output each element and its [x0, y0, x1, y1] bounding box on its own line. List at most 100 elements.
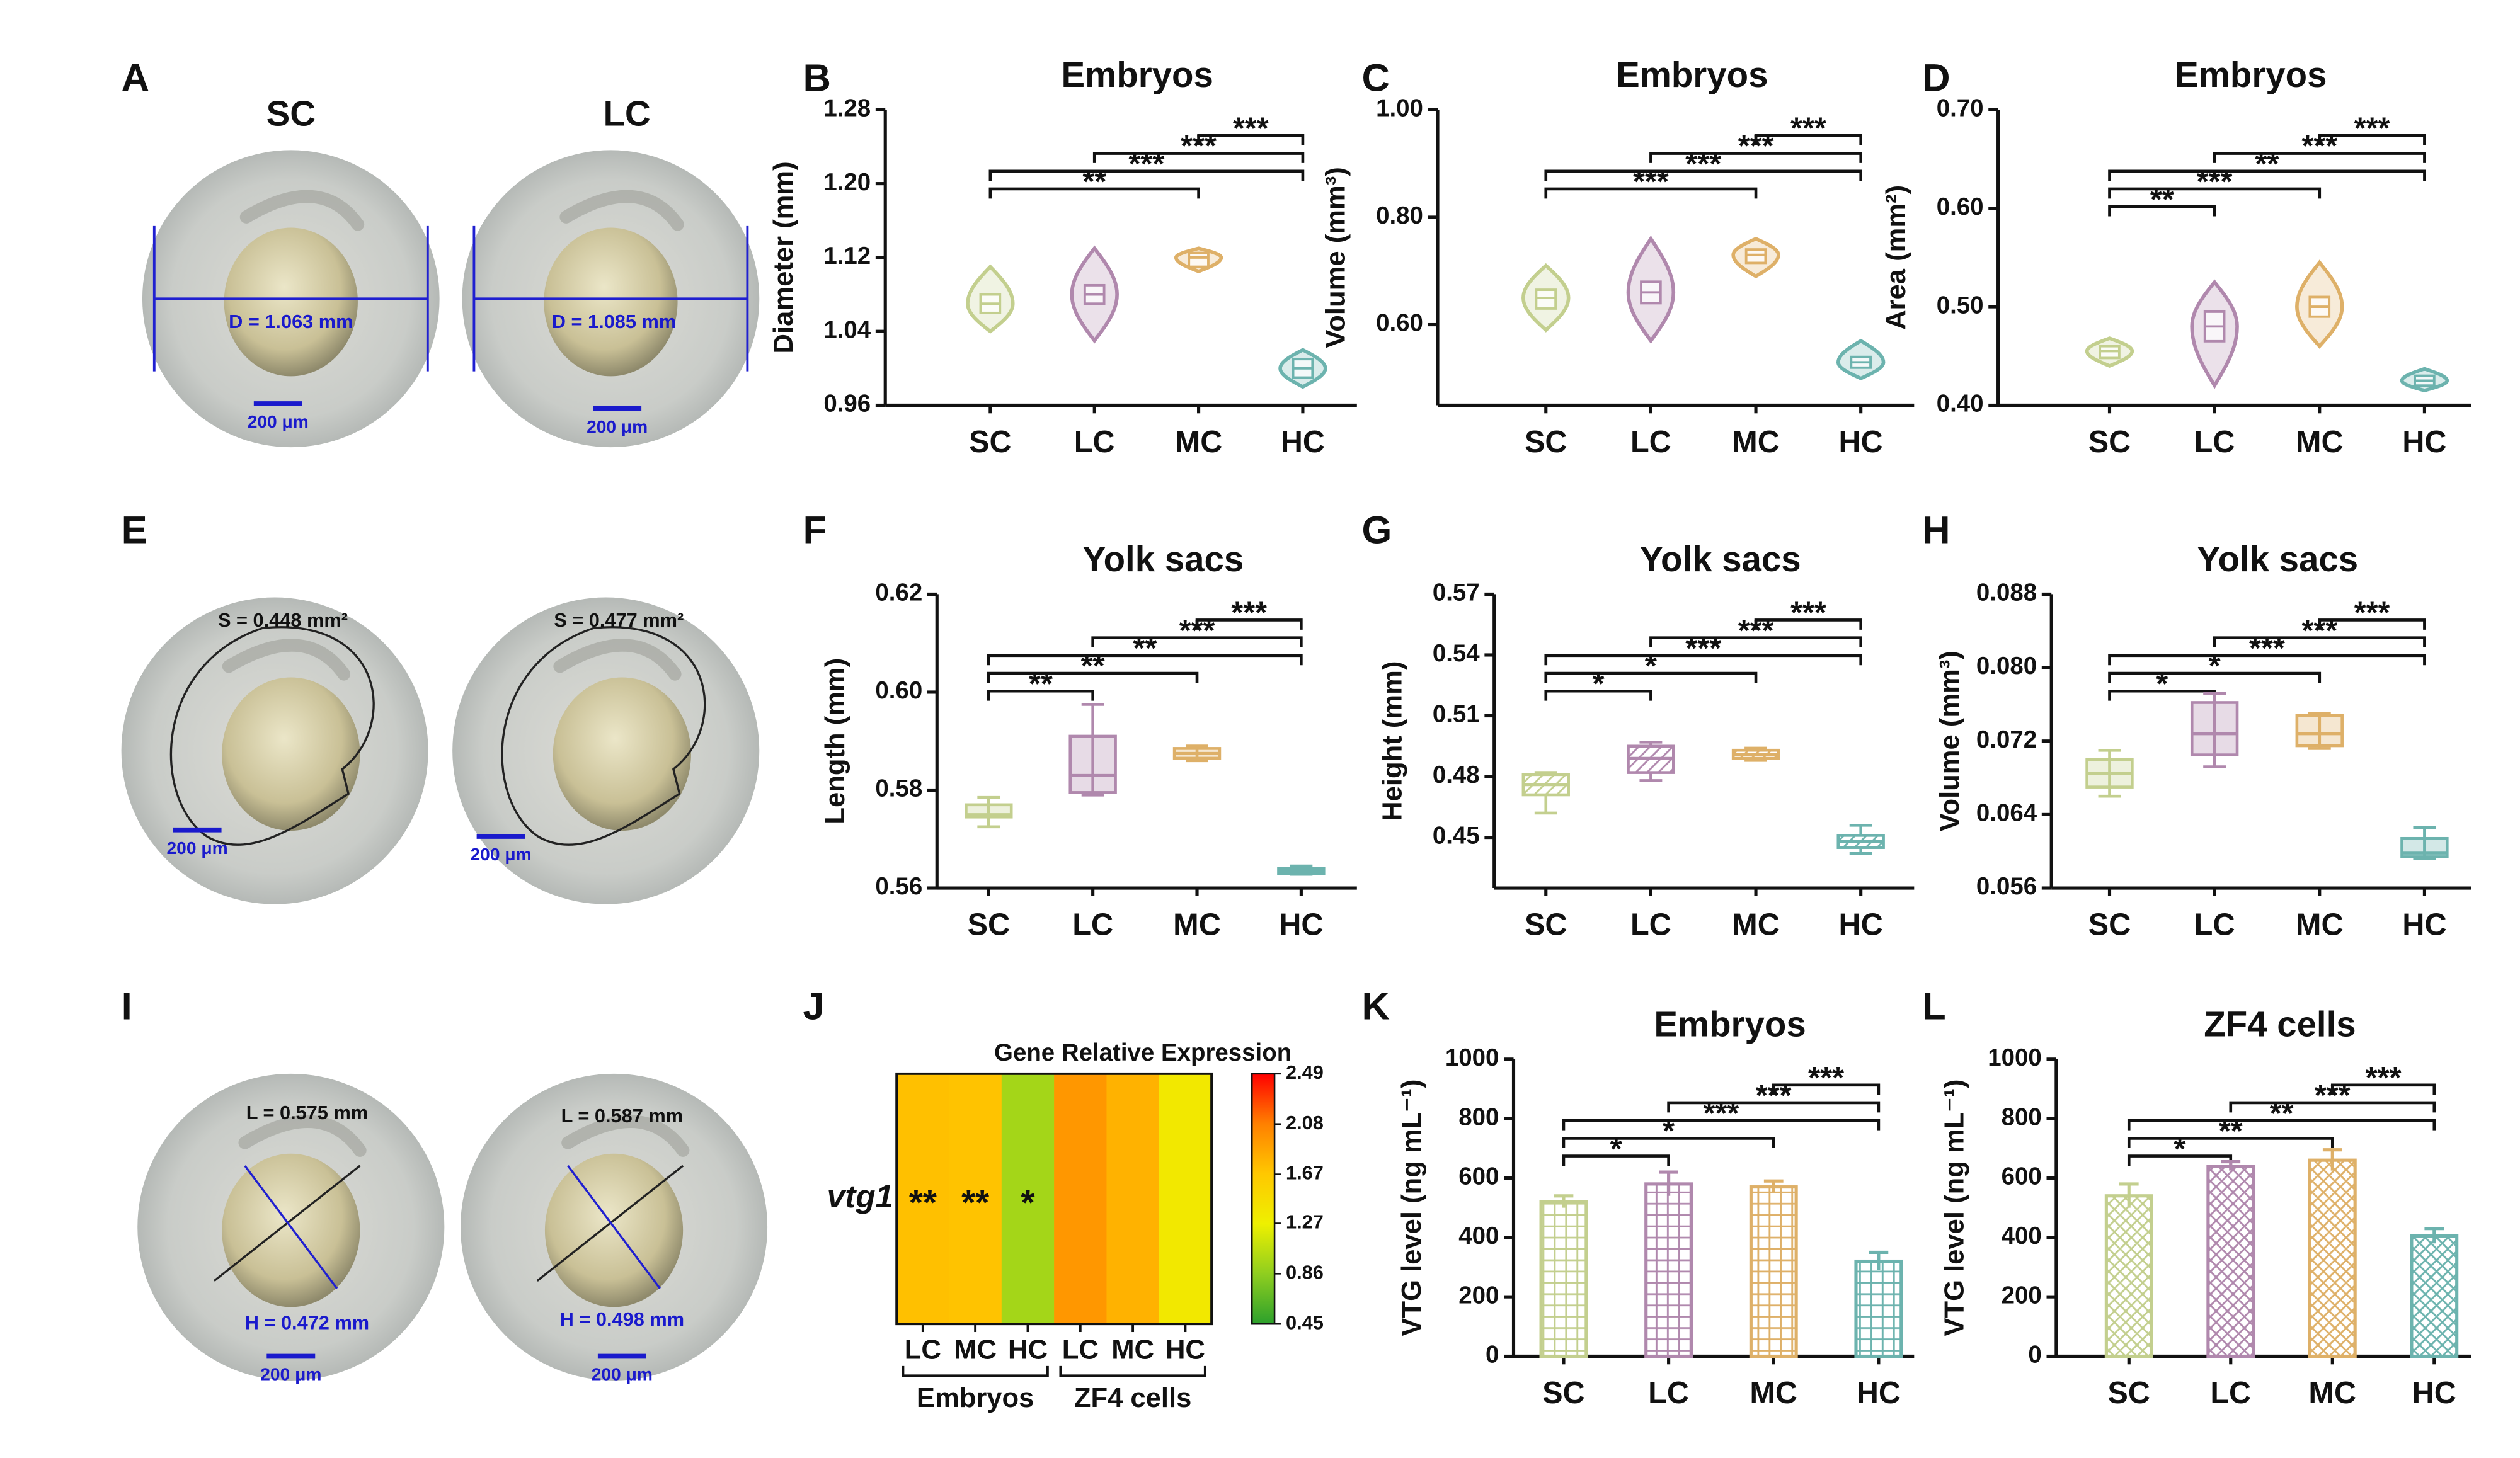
chart-title: Yolk sacs — [1082, 539, 1244, 579]
column-label: MC — [1111, 1335, 1154, 1365]
x-tick-label: LC — [2194, 908, 2235, 942]
y-tick-label: 600 — [1458, 1163, 1499, 1190]
measure-label: D = 1.085 mm — [552, 310, 676, 333]
x-tick-label: LC — [2194, 425, 2235, 459]
measure-label: S = 0.448 mm² — [218, 609, 348, 631]
error-bar — [2119, 1182, 2139, 1208]
significance-label: *** — [1790, 112, 1826, 146]
scale-label: 200 μm — [167, 838, 228, 858]
bar — [2308, 1158, 2357, 1358]
significance-bracket — [1562, 1154, 1670, 1166]
y-tick-label: 400 — [1458, 1222, 1499, 1250]
y-tick-label: 0.56 — [875, 873, 922, 900]
chart-title: ZF4 cells — [2204, 1004, 2356, 1044]
column-label: LC — [1062, 1335, 1099, 1365]
significance-bracket — [2318, 134, 2426, 145]
y-tick-label: 1.28 — [823, 94, 871, 122]
y-axis-label: Volume (mm³) — [1321, 167, 1351, 348]
significance-bracket — [1544, 187, 1758, 199]
significance-bracket — [1754, 134, 1862, 145]
significance-bracket — [2229, 1101, 2436, 1113]
y-tick-label: 0.58 — [875, 775, 922, 802]
measure-label: L = 0.575 mm — [246, 1102, 368, 1124]
significance-bracket — [2330, 1083, 2436, 1095]
y-tick-label: 200 — [2002, 1282, 2042, 1309]
x-tick-label: SC — [1542, 1376, 1585, 1410]
significance-bracket — [2108, 169, 2426, 181]
embryo-yolk — [222, 1153, 360, 1307]
y-tick-label: 0.45 — [1433, 823, 1480, 850]
significance-bracket — [1544, 671, 1758, 683]
colorbar-label: 1.67 — [1286, 1162, 1324, 1184]
measure-label: L = 0.587 mm — [561, 1105, 683, 1127]
group-label: ZF4 cells — [1074, 1383, 1192, 1413]
significance-label: * — [2156, 667, 2168, 701]
y-tick-label: 0.60 — [1376, 310, 1423, 337]
colorbar-label: 0.45 — [1286, 1311, 1324, 1333]
panel-letter: G — [1362, 508, 1392, 552]
x-tick-label: MC — [1750, 1376, 1797, 1410]
x-tick-label: HC — [1281, 425, 1325, 459]
y-tick-label: 0.51 — [1433, 701, 1480, 728]
y-axis-label: Height (mm) — [1377, 661, 1407, 821]
x-tick-label: SC — [2107, 1376, 2150, 1410]
embryo-body — [222, 639, 351, 681]
group-bracket — [1059, 1365, 1206, 1377]
scale-label: 200 μm — [470, 844, 531, 864]
significance-label: * — [1663, 1115, 1675, 1149]
significance-label: * — [1610, 1132, 1622, 1166]
area-outline — [501, 626, 706, 846]
significance-bracket — [1649, 152, 1862, 163]
significance-label: * — [1593, 667, 1605, 701]
y-tick-label: 0 — [2028, 1341, 2041, 1369]
area-outline — [169, 626, 375, 846]
significance-bracket — [988, 169, 1305, 181]
panel-letter: E — [122, 508, 147, 552]
embryo-yolk — [224, 227, 358, 377]
bar — [2410, 1234, 2459, 1358]
error-bar — [2221, 1159, 2241, 1171]
significance-bracket — [987, 654, 1303, 666]
colorbar-label: 1.27 — [1286, 1211, 1324, 1233]
significance-bracket — [2108, 205, 2216, 217]
heatmap-frame — [895, 1072, 1213, 1326]
embryo-yolk — [544, 1153, 684, 1307]
chart-title: Yolk sacs — [1640, 539, 1801, 579]
y-tick-label: 800 — [2002, 1103, 2042, 1131]
significance-label: *** — [1808, 1061, 1844, 1095]
y-axis-label: VTG level (ng mL⁻¹) — [1939, 1079, 1969, 1336]
colorbar-label: 2.49 — [1286, 1061, 1324, 1083]
x-tick-label: SC — [969, 425, 1012, 459]
x-tick-label: MC — [2296, 908, 2344, 942]
scale-label: 200 μm — [592, 1364, 653, 1384]
significance-label: *** — [2354, 112, 2390, 146]
box — [2295, 714, 2344, 748]
heatmap-cell — [1106, 1073, 1160, 1324]
y-tick-label: 0.70 — [1937, 94, 1984, 122]
violin-box — [1744, 248, 1767, 265]
error-bar — [1659, 1170, 1678, 1196]
heatmap-title: Gene Relative Expression — [994, 1039, 1292, 1066]
panel-letter: B — [803, 56, 830, 100]
y-axis-label: Length (mm) — [820, 658, 850, 824]
significance-bracket — [2108, 187, 2322, 199]
panel-letter: A — [122, 56, 149, 100]
x-tick-label: LC — [1630, 908, 1671, 942]
x-tick-label: MC — [1732, 908, 1780, 942]
x-tick-label: LC — [2210, 1376, 2251, 1410]
significance-bracket — [2213, 152, 2426, 163]
error-bar — [1869, 1250, 1889, 1270]
x-tick-label: SC — [1525, 425, 1567, 459]
column-label: HC — [1166, 1335, 1205, 1365]
y-tick-label: 0.088 — [1976, 579, 2037, 607]
embryo-yolk — [553, 677, 691, 831]
height-line — [567, 1165, 661, 1289]
y-axis-label: VTG level (ng mL⁻¹) — [1397, 1079, 1427, 1336]
y-tick-label: 1.00 — [1376, 94, 1423, 122]
significance-bracket — [2127, 1137, 2334, 1148]
measure-label: S = 0.477 mm² — [554, 609, 684, 631]
panel-letter: C — [1362, 56, 1390, 100]
embryo-body — [553, 639, 682, 681]
box — [1068, 734, 1117, 794]
y-tick-label: 1.12 — [823, 242, 871, 270]
